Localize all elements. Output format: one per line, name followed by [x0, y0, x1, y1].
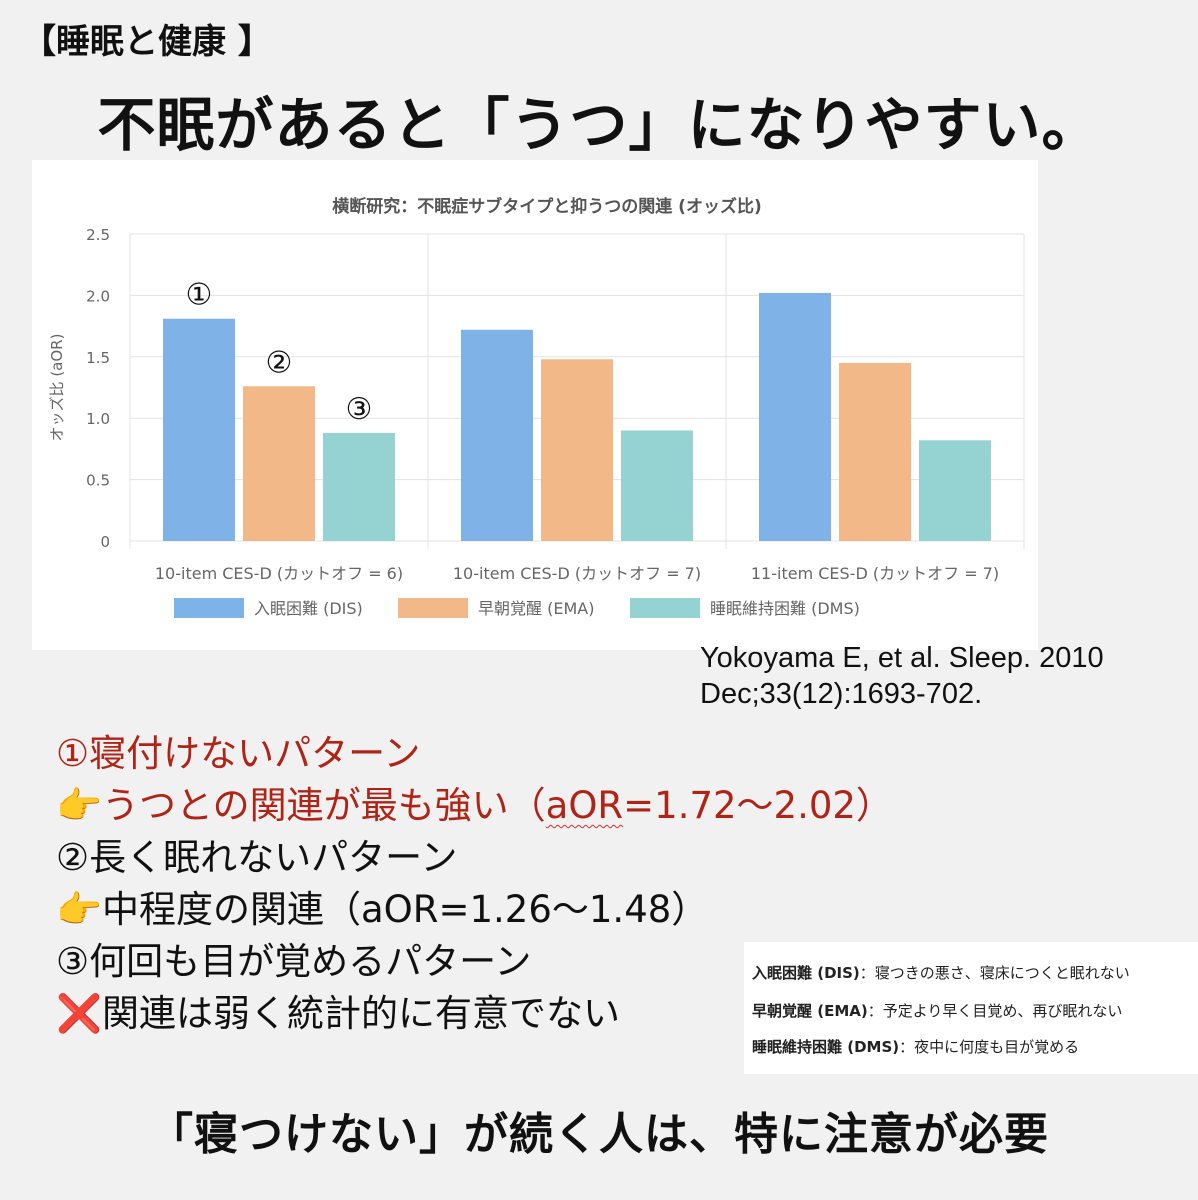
bar	[759, 292, 831, 541]
y-tick-label: 1.5	[86, 349, 110, 367]
bar	[163, 318, 235, 541]
citation-line-2: Dec;33(12):1693-702.	[700, 678, 983, 710]
definition-row: 早朝覚醒 (EMA)：予定より早く目覚め、再び眠れない	[752, 1000, 1122, 1021]
point-1-detail-b: =1.72〜2.02）	[623, 784, 893, 827]
definition-desc: ：夜中に何度も目が覚める	[899, 1038, 1080, 1056]
point-2-title: ②長く眠れないパターン	[56, 836, 458, 879]
definitions-box: 入眠困難 (DIS)：寝つきの悪さ、寝床につくと眠れない 早朝覚醒 (EMA)：…	[744, 942, 1198, 1074]
x-tick-label: 10-item CES-D (カットオフ = 6)	[155, 564, 403, 583]
y-axis-label: オッズ比 (aOR)	[48, 334, 66, 442]
bar-chart: 横断研究：不眠症サブタイプと抑うつの関連 (オッズ比) 0 0.5 1.0 1.5 2.0…	[32, 160, 1038, 650]
legend-swatch	[174, 598, 244, 618]
chart-svg: 横断研究：不眠症サブタイプと抑うつの関連 (オッズ比) 0 0.5 1.0 1.5 2.0…	[48, 196, 1025, 618]
bar-annotation: ②	[266, 345, 293, 380]
point-1-title: ①寝付けないパターン	[56, 732, 421, 775]
point-3-title: ③何回も目が覚めるパターン	[56, 940, 532, 983]
legend-label: 早朝覚醒 (EMA)	[478, 599, 594, 618]
definition-row: 入眠困難 (DIS)：寝つきの悪さ、寝床につくと眠れない	[752, 962, 1130, 983]
bar	[919, 440, 991, 541]
bar	[541, 359, 613, 541]
topic-tag: 【睡眠と健康 】	[22, 22, 272, 62]
y-tick-label: 1.0	[86, 410, 110, 428]
definition-term: 早朝覚醒 (EMA)	[752, 1002, 868, 1020]
key-points: ①寝付けないパターン 👉うつとの関連が最も強い（aOR=1.72〜2.02） ②…	[56, 728, 893, 1040]
point-3-detail-text: 関連は弱く統計的に有意でない	[102, 992, 620, 1035]
headline: 不眠があると「うつ」になりやすい。	[97, 91, 1101, 159]
definition-term: 入眠困難 (DIS)	[752, 964, 860, 982]
bar	[323, 432, 395, 541]
definition-row: 睡眠維持困難 (DMS)：夜中に何度も目が覚める	[752, 1036, 1079, 1057]
pointing-hand-icon: 👉	[56, 784, 103, 827]
citation: Yokoyama E, et al. Sleep. 2010 Dec;33(12…	[700, 640, 1104, 712]
point-3-detail: ❌関連は弱く統計的に有意でない	[56, 988, 893, 1040]
definition-desc: ：予定より早く目覚め、再び眠れない	[867, 1002, 1123, 1020]
footer-message: 「寝つけない」が続く人は、特に注意が必要	[149, 1109, 1049, 1160]
x-tick-label: 10-item CES-D (カットオフ = 7)	[453, 564, 701, 583]
citation-line-1: Yokoyama E, et al. Sleep. 2010	[700, 642, 1104, 674]
point-2-detail-text: 中程度の関連（aOR=1.26〜1.48）	[102, 888, 709, 931]
legend-swatch	[398, 598, 468, 618]
point-1-detail: 👉うつとの関連が最も強い（aOR=1.72〜2.02）	[56, 780, 893, 832]
y-tick-label: 0.5	[86, 472, 110, 490]
x-tick-label: 11-item CES-D (カットオフ = 7)	[751, 564, 999, 583]
point-1-detail-aor: aOR	[545, 784, 624, 827]
legend-label: 睡眠維持困難 (DMS)	[710, 599, 860, 618]
y-tick-label: 2.5	[86, 226, 110, 244]
pointing-hand-icon: 👉	[56, 888, 103, 931]
bar-annotation: ③	[346, 392, 373, 427]
bar	[461, 329, 533, 541]
definition-desc: ：寝つきの悪さ、寝床につくと眠れない	[859, 964, 1130, 982]
point-1-detail-a: うつとの関連が最も強い（	[102, 784, 546, 827]
bar	[839, 362, 911, 541]
y-tick-label: 2.0	[86, 287, 110, 305]
definition-term: 睡眠維持困難 (DMS)	[752, 1038, 900, 1056]
chart-title: 横断研究：不眠症サブタイプと抑うつの関連 (オッズ比)	[332, 196, 761, 217]
point-2-detail: 👉中程度の関連（aOR=1.26〜1.48）	[56, 884, 893, 936]
y-tick-label: 0	[100, 533, 110, 551]
bar-annotation: ①	[186, 278, 213, 313]
bar	[243, 386, 315, 541]
bar	[621, 430, 693, 541]
cross-mark-icon: ❌	[56, 992, 103, 1035]
legend-label: 入眠困難 (DIS)	[254, 599, 363, 618]
legend-swatch	[630, 598, 700, 618]
